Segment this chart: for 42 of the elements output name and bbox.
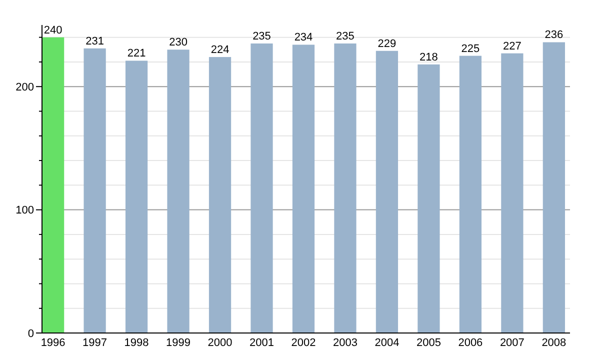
data-label: 224 [210, 44, 230, 56]
data-label: 235 [336, 30, 354, 42]
x-tick-label: 1996 [40, 337, 66, 349]
bar [42, 37, 64, 333]
x-tick-label: 1998 [124, 337, 149, 349]
x-tick-label: 2003 [332, 337, 358, 349]
x-tick-label: 2004 [374, 337, 400, 349]
bar [459, 56, 482, 333]
data-label: 230 [169, 36, 188, 49]
data-label: 218 [420, 51, 438, 64]
x-tick-label: 2002 [291, 337, 316, 349]
bar [84, 48, 106, 333]
bar [208, 57, 232, 333]
data-label: 235 [252, 30, 271, 42]
data-label: 227 [503, 40, 522, 52]
x-tick-label: 2008 [542, 337, 566, 349]
bar [501, 53, 524, 333]
x-tick-label: 2005 [416, 337, 441, 349]
data-label: 221 [127, 48, 146, 60]
data-label: 225 [461, 42, 480, 55]
bar [418, 64, 440, 333]
y-tick-label: 100 [16, 204, 34, 217]
data-label: 234 [294, 32, 313, 44]
bar [292, 44, 315, 333]
bar [542, 42, 565, 333]
x-tick-label: 1999 [166, 337, 191, 349]
bar [250, 43, 273, 333]
x-tick-label: 2006 [458, 337, 483, 349]
bar [334, 43, 356, 333]
x-tick-label: 2007 [500, 337, 524, 349]
bar [167, 50, 190, 333]
bar [125, 60, 148, 333]
data-label: 231 [86, 35, 104, 48]
y-tick-label: 200 [16, 81, 34, 94]
x-tick-label: 2000 [208, 337, 232, 349]
data-label: 240 [44, 24, 62, 36]
data-label: 229 [378, 38, 396, 50]
data-label: 236 [544, 29, 564, 42]
x-tick-label: 2001 [250, 337, 274, 349]
y-tick-label: 0 [28, 328, 34, 340]
bar [376, 50, 398, 333]
x-tick-label: 1997 [82, 337, 108, 349]
